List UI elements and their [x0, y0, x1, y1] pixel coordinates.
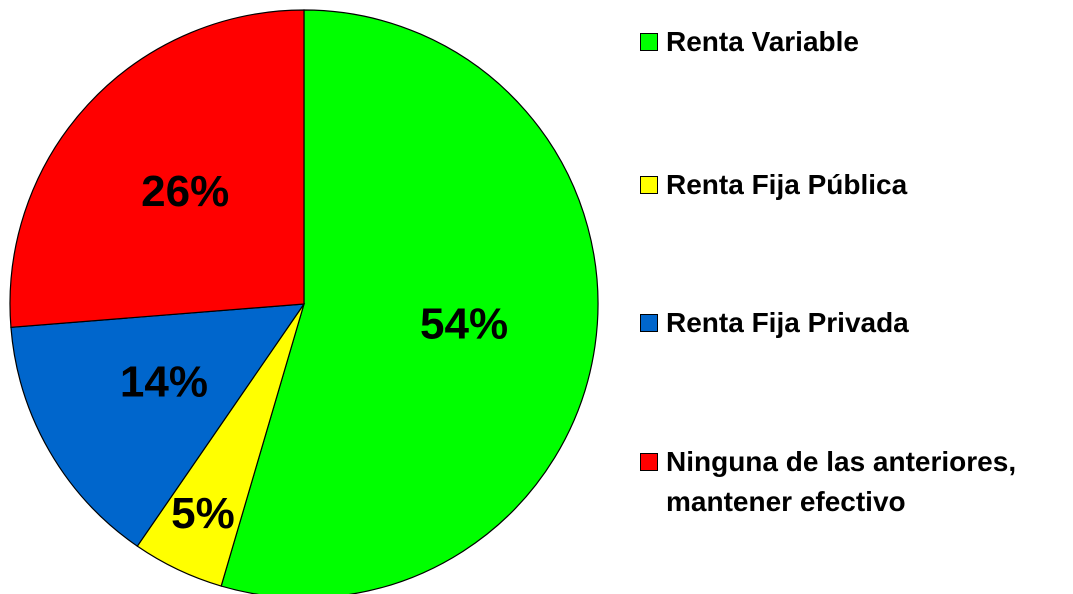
pie-slice — [9, 9, 305, 328]
legend-label: Renta Variable — [666, 26, 859, 57]
legend-swatch — [640, 314, 658, 332]
legend-item: Renta Fija Privada — [640, 303, 1036, 343]
legend: Renta Variable Renta Fija Pública Renta Fi… — [640, 0, 1060, 594]
legend-swatch — [640, 33, 658, 51]
legend-item: Ninguna de las anteriores, mantener efec… — [640, 442, 1036, 522]
legend-item: Renta Fija Pública — [640, 165, 1036, 205]
legend-label: Ninguna de las anteriores, mantener efec… — [666, 446, 1017, 517]
chart: 54% 5% 14% 26% — [9, 9, 599, 594]
data-label: 54% — [420, 300, 508, 349]
data-label: 26% — [141, 167, 229, 216]
pie-slice — [220, 9, 599, 594]
pie-slice — [10, 303, 306, 547]
legend-label: Renta Fija Pública — [666, 169, 908, 200]
data-label: 14% — [120, 357, 208, 406]
legend-label: Renta Fija Privada — [666, 307, 909, 338]
legend-item: Renta Variable — [640, 22, 1036, 62]
legend-swatch — [640, 176, 658, 194]
legend-swatch — [640, 453, 658, 471]
data-label: 5% — [171, 489, 235, 538]
